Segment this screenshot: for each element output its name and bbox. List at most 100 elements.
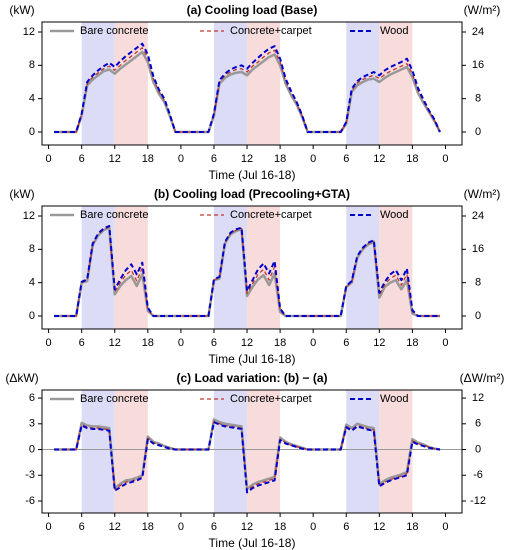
series-line (54, 50, 442, 134)
y2-tick-label: 0 (475, 126, 481, 138)
shaded-span (379, 390, 413, 513)
plot-frame (41, 389, 463, 514)
shaded-span (213, 206, 248, 329)
shaded-span (379, 206, 413, 329)
x-tick-label: 18 (142, 521, 154, 533)
x-tick-label: 12 (241, 521, 253, 533)
x-tick-label: 18 (406, 153, 418, 165)
y2-tick-label: 6 (475, 418, 481, 430)
x-tick-label: 12 (109, 521, 121, 533)
x-tick-label: 18 (406, 521, 418, 533)
x-tick-label: 12 (373, 337, 385, 349)
x-tick-label: 6 (343, 337, 349, 349)
shaded-span (81, 390, 115, 513)
y2-tick-label: 0 (475, 443, 481, 455)
x-tick-label: 18 (406, 337, 418, 349)
y2-tick-label: 24 (472, 26, 484, 38)
x-tick-label: 12 (109, 153, 121, 165)
y-axis-label: (kW) (9, 187, 34, 201)
chart-title: (c) Load variation: (b) − (a) (176, 371, 327, 385)
y-tick-label: 6 (29, 392, 35, 404)
y-axis-label: (ΔkW) (5, 371, 38, 385)
x-tick-label: 12 (373, 153, 385, 165)
y2-tick-label: -12 (470, 495, 486, 507)
y2-tick-label: 16 (472, 243, 484, 255)
x-tick-label: 0 (310, 521, 316, 533)
y2-tick-label: 12 (472, 392, 484, 404)
legend-label: Wood (380, 25, 409, 37)
legend-label: Wood (380, 209, 409, 221)
x-tick-label: 0 (310, 337, 316, 349)
x-tick-label: 18 (274, 521, 286, 533)
y-tick-label: 12 (23, 210, 35, 222)
x-tick-label: 6 (211, 337, 217, 349)
x-axis-label: Time (Jul 16-18) (209, 536, 296, 550)
x-tick-label: 0 (178, 153, 184, 165)
y-tick-label: 8 (29, 243, 35, 255)
y-tick-label: 3 (29, 418, 35, 430)
shaded-span (81, 206, 115, 329)
x-tick-label: 0 (178, 337, 184, 349)
y-tick-label: 8 (29, 59, 35, 71)
x-tick-label: 18 (142, 153, 154, 165)
chart-title: (b) Cooling load (Precooling+GTA) (154, 187, 350, 201)
y2-tick-label: 8 (475, 277, 481, 289)
y2-tick-label: 16 (472, 59, 484, 71)
shaded-span (114, 22, 148, 145)
x-tick-label: 0 (442, 153, 448, 165)
y-tick-label: 0 (29, 443, 35, 455)
x-axis-label: Time (Jul 16-18) (209, 352, 296, 366)
series-line (54, 225, 440, 317)
x-tick-label: 0 (442, 521, 448, 533)
x-tick-label: 6 (79, 337, 85, 349)
legend-label: Bare concrete (80, 393, 148, 405)
x-tick-label: 12 (109, 337, 121, 349)
y2-axis-label: (W/m²) (464, 187, 501, 201)
y-tick-label: -6 (25, 495, 35, 507)
x-tick-label: 0 (46, 153, 52, 165)
shaded-span (114, 206, 148, 329)
y2-tick-label: -6 (473, 469, 483, 481)
y-tick-label: 4 (29, 93, 35, 105)
plot-frame (41, 21, 463, 146)
x-tick-label: 18 (274, 153, 286, 165)
shaded-span (379, 22, 413, 145)
y-tick-label: -3 (25, 469, 35, 481)
y-tick-label: 0 (29, 310, 35, 322)
y2-axis-label: (ΔW/m²) (460, 371, 505, 385)
y-tick-label: 12 (23, 26, 35, 38)
shaded-span (346, 22, 380, 145)
y2-tick-label: 8 (475, 93, 481, 105)
x-tick-label: 0 (442, 337, 448, 349)
y-axis-label: (kW) (9, 3, 34, 17)
x-tick-label: 6 (211, 521, 217, 533)
x-tick-label: 12 (241, 337, 253, 349)
x-tick-label: 0 (178, 521, 184, 533)
shaded-span (114, 390, 148, 513)
y2-tick-label: 24 (472, 210, 484, 222)
shaded-span (213, 390, 248, 513)
legend-label: Concrete+carpet (230, 25, 312, 37)
x-tick-label: 6 (79, 153, 85, 165)
x-tick-label: 12 (241, 153, 253, 165)
y-tick-label: 0 (29, 126, 35, 138)
series-line (54, 418, 441, 491)
legend-label: Bare concrete (80, 25, 148, 37)
x-tick-label: 0 (46, 337, 52, 349)
x-tick-label: 12 (373, 521, 385, 533)
shaded-span (247, 390, 281, 513)
x-tick-label: 0 (46, 521, 52, 533)
y2-axis-label: (W/m²) (464, 3, 501, 17)
legend-label: Concrete+carpet (230, 393, 312, 405)
shaded-span (346, 390, 380, 513)
x-tick-label: 18 (142, 337, 154, 349)
shaded-span (247, 22, 281, 145)
series-line (54, 420, 441, 492)
series-line (54, 47, 441, 133)
x-tick-label: 6 (343, 521, 349, 533)
x-axis-label: Time (Jul 16-18) (209, 168, 296, 182)
series-line (54, 42, 441, 133)
legend-label: Concrete+carpet (230, 209, 312, 221)
chart-title: (a) Cooling load (Base) (187, 3, 318, 17)
